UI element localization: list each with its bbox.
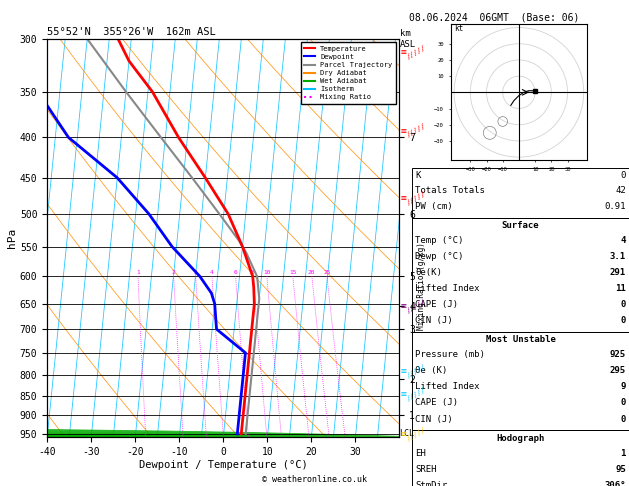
Text: ≡: ≡ [401, 125, 406, 136]
Text: StmDir: StmDir [415, 481, 447, 486]
Text: /////: ///// [406, 44, 427, 60]
Y-axis label: hPa: hPa [7, 228, 17, 248]
Text: K: K [415, 171, 421, 180]
Text: Dewp (°C): Dewp (°C) [415, 252, 464, 261]
Text: SREH: SREH [415, 465, 437, 473]
Text: Lifted Index: Lifted Index [415, 284, 480, 293]
Text: LCL: LCL [399, 429, 415, 438]
Text: 6: 6 [233, 270, 237, 275]
Text: 20: 20 [308, 270, 316, 275]
Text: EH: EH [415, 449, 426, 457]
Text: km
ASL: km ASL [400, 29, 416, 49]
Text: Lifted Index: Lifted Index [415, 382, 480, 391]
Text: Hodograph: Hodograph [496, 434, 545, 443]
Text: /////: ///// [406, 122, 427, 139]
Text: 2: 2 [172, 270, 175, 275]
Text: ≡: ≡ [401, 389, 406, 399]
Text: 1: 1 [136, 270, 140, 275]
Text: Most Unstable: Most Unstable [486, 335, 555, 345]
Text: CIN (J): CIN (J) [415, 415, 453, 423]
Text: Surface: Surface [502, 221, 539, 230]
Text: 55°52'N  355°26'W  162m ASL: 55°52'N 355°26'W 162m ASL [47, 27, 216, 37]
X-axis label: Dewpoint / Temperature (°C): Dewpoint / Temperature (°C) [139, 460, 308, 470]
Text: 1: 1 [620, 449, 626, 457]
Text: θe(K): θe(K) [415, 268, 442, 277]
Text: 295: 295 [610, 366, 626, 375]
Text: 925: 925 [610, 350, 626, 359]
Text: /////: ///// [406, 386, 427, 401]
Text: 0: 0 [620, 415, 626, 423]
Text: 15: 15 [289, 270, 296, 275]
Text: 3.1: 3.1 [610, 252, 626, 261]
Text: 291: 291 [610, 268, 626, 277]
Text: /////: ///// [406, 298, 427, 314]
Text: 306°: 306° [604, 481, 626, 486]
Text: ≡: ≡ [401, 429, 406, 439]
Text: ≡: ≡ [401, 193, 406, 204]
Text: ≡: ≡ [401, 365, 406, 376]
Text: CAPE (J): CAPE (J) [415, 300, 458, 309]
Legend: Temperature, Dewpoint, Parcel Trajectory, Dry Adiabat, Wet Adiabat, Isotherm, Mi: Temperature, Dewpoint, Parcel Trajectory… [301, 42, 396, 104]
Text: 11: 11 [615, 284, 626, 293]
Text: θe (K): θe (K) [415, 366, 447, 375]
Text: 0: 0 [620, 316, 626, 325]
Text: Pressure (mb): Pressure (mb) [415, 350, 485, 359]
Text: PW (cm): PW (cm) [415, 202, 453, 211]
Text: 9: 9 [620, 382, 626, 391]
Text: 10: 10 [263, 270, 270, 275]
Text: ≡: ≡ [401, 301, 406, 312]
Text: 8: 8 [251, 270, 255, 275]
Text: 4: 4 [210, 270, 214, 275]
Text: /////: ///// [406, 426, 427, 442]
Text: /////: ///// [406, 363, 427, 379]
Text: 95: 95 [615, 465, 626, 473]
Text: © weatheronline.co.uk: © weatheronline.co.uk [262, 474, 367, 484]
Text: Mixing Ratio (g/kg): Mixing Ratio (g/kg) [417, 242, 426, 330]
Text: 3: 3 [194, 270, 198, 275]
Text: 42: 42 [615, 186, 626, 195]
Text: 25: 25 [323, 270, 330, 275]
Text: 0: 0 [620, 171, 626, 180]
Text: CIN (J): CIN (J) [415, 316, 453, 325]
Text: 0.91: 0.91 [604, 202, 626, 211]
Text: CAPE (J): CAPE (J) [415, 399, 458, 407]
Text: Totals Totals: Totals Totals [415, 186, 485, 195]
Text: kt: kt [454, 24, 464, 33]
Text: ≡: ≡ [401, 47, 406, 57]
Text: Temp (°C): Temp (°C) [415, 236, 464, 245]
Text: /////: ///// [406, 191, 427, 207]
Text: 4: 4 [620, 236, 626, 245]
Text: 08.06.2024  06GMT  (Base: 06): 08.06.2024 06GMT (Base: 06) [409, 12, 579, 22]
Text: 0: 0 [620, 399, 626, 407]
Text: 0: 0 [620, 300, 626, 309]
